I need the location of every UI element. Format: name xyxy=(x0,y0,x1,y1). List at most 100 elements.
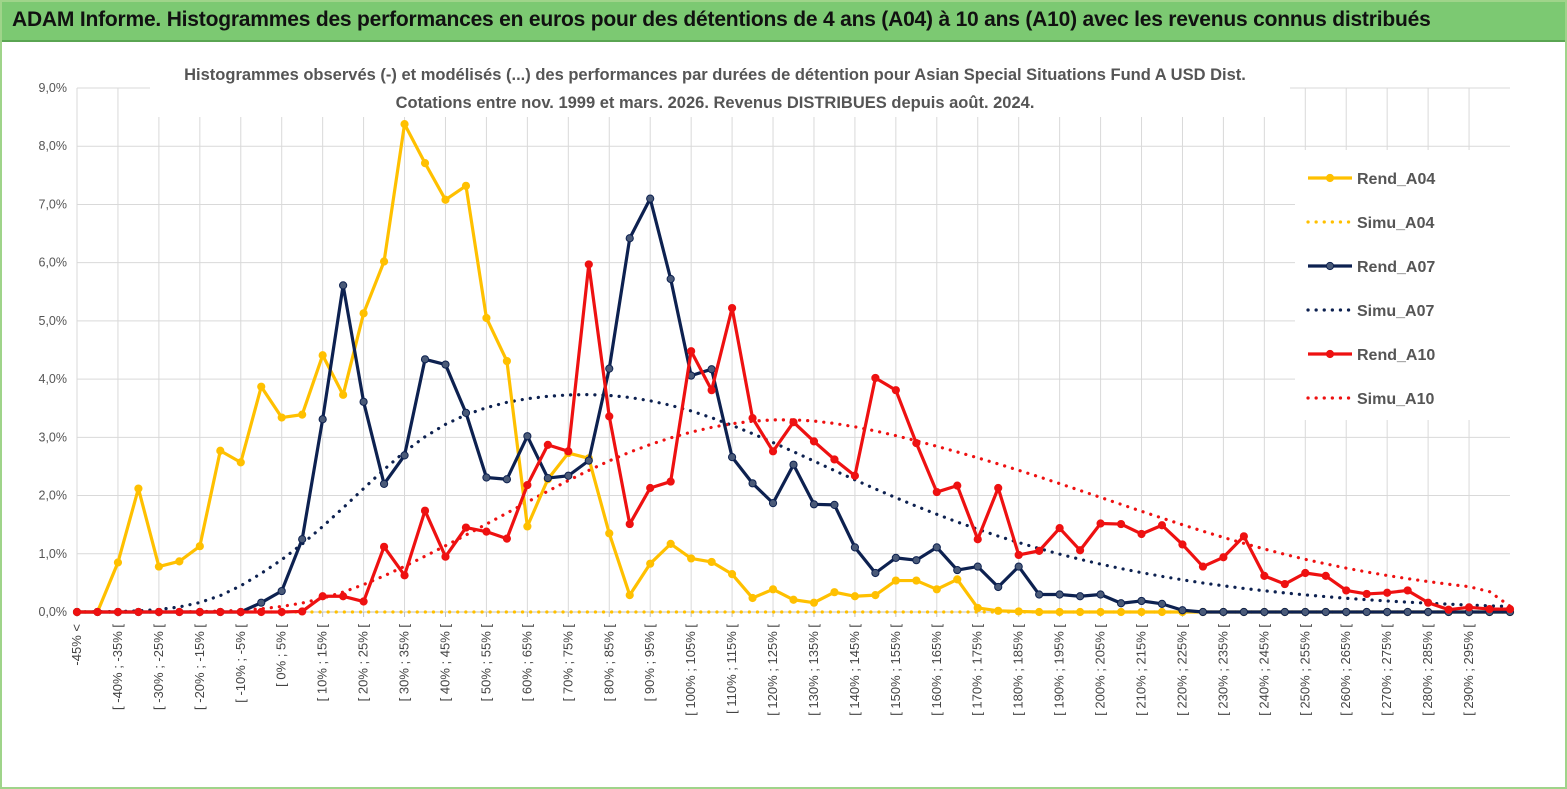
x-tick-label: [ 130% ; 135% [ xyxy=(806,624,821,716)
series-rend-a10 xyxy=(72,260,1515,617)
data-point xyxy=(727,570,737,579)
x-tick-label: [ 0% ; 5% [ xyxy=(274,624,289,687)
data-point xyxy=(523,522,532,531)
data-point xyxy=(379,542,389,551)
y-tick-label: 6,0% xyxy=(39,256,68,270)
data-point xyxy=(584,260,593,269)
data-point xyxy=(973,535,982,544)
data-point xyxy=(461,523,471,532)
data-point xyxy=(195,607,204,617)
report-header: ADAM Informe. Histogrammes des performan… xyxy=(2,2,1565,42)
x-tick-label: [ 60% ; 65% [ xyxy=(519,624,534,702)
data-point xyxy=(912,439,921,448)
data-point xyxy=(318,415,327,424)
legend-label: Rend_A07 xyxy=(1357,259,1435,276)
y-tick-label: 0,0% xyxy=(39,605,68,619)
x-tick-label: [ 30% ; 35% [ xyxy=(397,624,412,702)
data-point xyxy=(789,418,798,427)
x-tick-label: [ 180% ; 185% [ xyxy=(1011,624,1026,716)
legend-marker xyxy=(1325,261,1335,271)
data-point xyxy=(195,542,204,551)
data-point xyxy=(584,456,593,465)
data-point xyxy=(666,274,675,284)
x-tick-label: [ 90% ; 95% [ xyxy=(642,624,657,702)
data-point xyxy=(1219,607,1228,617)
y-tick-label: 7,0% xyxy=(39,197,68,211)
data-point xyxy=(707,386,716,395)
data-point xyxy=(1157,607,1167,617)
data-point xyxy=(502,475,511,484)
data-point xyxy=(359,397,368,406)
y-tick-label: 9,0% xyxy=(39,81,68,95)
data-point xyxy=(1076,592,1085,601)
data-point xyxy=(666,539,675,548)
data-point xyxy=(891,576,900,585)
data-point xyxy=(400,119,409,129)
data-point xyxy=(850,592,860,601)
series-simu-a10 xyxy=(75,418,1512,614)
legend-label: Simu_A07 xyxy=(1357,303,1434,320)
data-point xyxy=(646,194,655,203)
data-point xyxy=(113,607,123,617)
data-point xyxy=(339,592,348,601)
data-point xyxy=(482,313,491,323)
report-title: ADAM Informe. Histogrammes des performan… xyxy=(12,8,1431,31)
data-point xyxy=(93,607,102,617)
data-point xyxy=(236,458,245,467)
series-rend-a07 xyxy=(72,194,1515,617)
data-point xyxy=(175,557,184,566)
x-tick-label: [ 100% ; 105% [ xyxy=(683,624,698,716)
data-point xyxy=(298,410,307,419)
data-point xyxy=(72,607,82,617)
data-point xyxy=(1239,532,1248,541)
data-point xyxy=(134,607,143,617)
data-point xyxy=(1137,596,1146,606)
legend-item: Rend_A04 xyxy=(1308,171,1435,188)
data-point xyxy=(953,575,962,584)
data-point xyxy=(1321,607,1330,617)
data-point xyxy=(216,607,225,617)
data-point xyxy=(748,593,757,603)
data-point xyxy=(1076,607,1085,617)
data-point xyxy=(298,535,307,544)
x-tick-label: [ 220% ; 225% [ xyxy=(1174,624,1189,716)
x-tick-label: [ 50% ; 55% [ xyxy=(478,624,493,702)
data-point xyxy=(932,487,941,497)
legend-item: Simu_A10 xyxy=(1306,391,1434,408)
data-point xyxy=(768,447,778,456)
legend-label: Simu_A10 xyxy=(1357,391,1434,408)
data-point xyxy=(420,159,430,168)
data-point xyxy=(605,364,614,373)
data-point xyxy=(727,303,737,313)
data-point xyxy=(154,607,163,617)
x-tick-label: [ 250% ; 255% [ xyxy=(1297,624,1312,716)
y-axis: 0,0% 1,0% 2,0% 3,0% 4,0% 5,0% 6,0% 7,0% 8,0% 9,0% xyxy=(39,81,68,619)
data-point xyxy=(605,529,614,538)
x-tick-label: [ -10% ; -5% [ xyxy=(233,624,248,703)
legend-item: Rend_A10 xyxy=(1308,347,1435,364)
data-point xyxy=(298,607,307,616)
data-point xyxy=(809,437,819,446)
x-tick-label: [ 240% ; 245% [ xyxy=(1256,624,1271,716)
data-point xyxy=(1260,607,1269,617)
data-point xyxy=(1301,607,1310,617)
data-point xyxy=(379,257,389,266)
legend-item: Simu_A04 xyxy=(1306,215,1434,232)
data-point xyxy=(707,365,716,374)
data-point xyxy=(809,598,819,607)
data-point xyxy=(912,556,921,565)
data-point xyxy=(441,552,450,561)
legend-item: Rend_A07 xyxy=(1308,259,1435,276)
data-point xyxy=(1178,606,1187,615)
chart-subtitle: Cotations entre nov. 1999 et mars. 2026.… xyxy=(396,94,1035,112)
x-tick-label: [ 110% ; 115% [ xyxy=(724,624,739,714)
data-point xyxy=(891,553,900,562)
data-point xyxy=(1096,519,1105,528)
data-point xyxy=(1116,607,1126,617)
data-point xyxy=(1362,589,1371,599)
data-point xyxy=(543,473,552,483)
data-point xyxy=(932,543,941,552)
data-point xyxy=(1280,607,1289,617)
data-point xyxy=(1035,546,1044,555)
